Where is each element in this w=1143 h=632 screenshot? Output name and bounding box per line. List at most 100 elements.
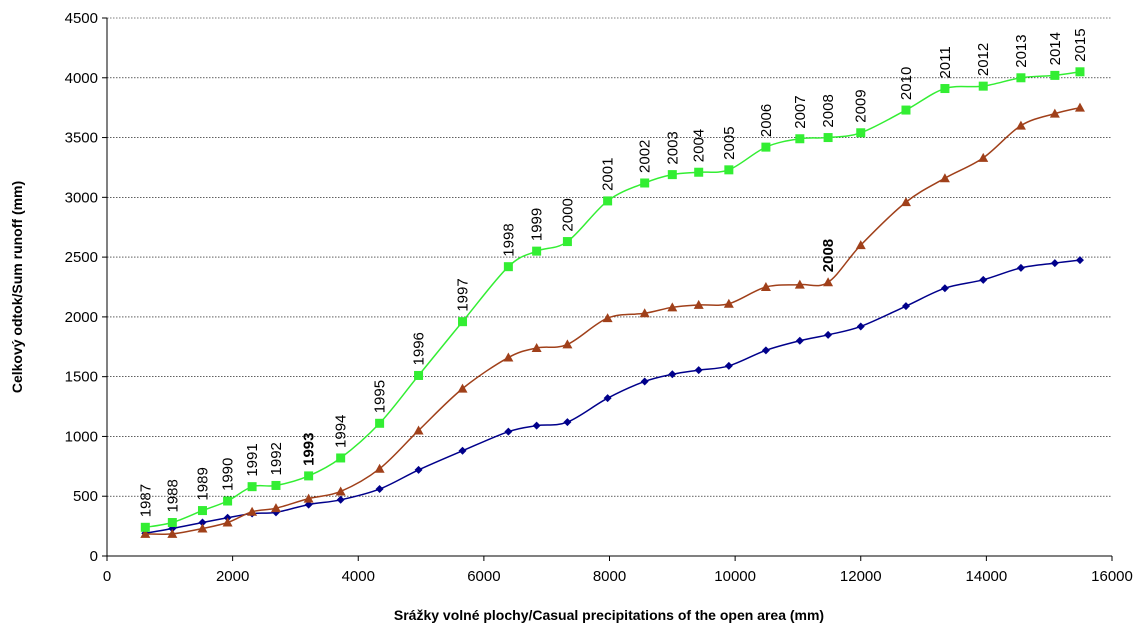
data-point — [603, 394, 612, 403]
data-point — [823, 277, 834, 287]
data-point — [795, 134, 805, 144]
data-point — [694, 167, 704, 177]
x-tick-label: 4000 — [342, 568, 375, 585]
x-tick-label: 16000 — [1091, 568, 1133, 585]
series-square — [140, 67, 1085, 532]
data-point — [667, 302, 678, 312]
year-label: 2001 — [600, 158, 617, 191]
data-point — [856, 128, 866, 138]
data-point — [901, 302, 910, 311]
data-point — [724, 165, 734, 175]
year-label: 2007 — [792, 95, 809, 128]
y-tick-label: 2500 — [65, 249, 98, 266]
data-point — [198, 518, 207, 527]
data-point — [563, 418, 572, 427]
data-point — [761, 142, 771, 152]
data-point — [1074, 102, 1085, 112]
year-label: 2002 — [637, 140, 654, 173]
y-tick-label: 2000 — [65, 309, 98, 326]
x-tick-label: 2000 — [216, 568, 249, 585]
y-tick-label: 1500 — [65, 369, 98, 386]
data-point — [603, 196, 613, 206]
y-tick-label: 500 — [73, 488, 98, 505]
data-point — [247, 482, 257, 492]
data-point — [458, 317, 468, 327]
data-point — [335, 486, 346, 496]
data-point — [197, 523, 208, 533]
data-point — [723, 298, 734, 308]
data-point — [562, 237, 572, 247]
year-label: 1992 — [268, 442, 285, 475]
data-point — [640, 377, 649, 386]
series-triangle — [140, 102, 1085, 538]
axes: 0 500 1000 1500 2000 2500 3000 3500 4000 4500 0 200… — [65, 10, 1133, 585]
year-label: 1998 — [500, 223, 517, 256]
y-axis-title: Celkový odtok/Sum runoff (mm) — [9, 181, 25, 393]
y-tick-label: 0 — [90, 548, 98, 565]
year-label: 1995 — [372, 380, 389, 413]
data-point — [303, 493, 314, 503]
year-label: 2000 — [559, 198, 576, 231]
x-axis-title: Srážky volné plochy/Casual precipitation… — [394, 607, 824, 623]
year-label: 2015 — [1072, 28, 1089, 61]
data-point — [562, 339, 573, 349]
year-label: 2003 — [664, 131, 681, 164]
data-point — [503, 262, 513, 272]
data-point — [1049, 108, 1060, 118]
data-point — [336, 453, 346, 463]
data-point — [940, 84, 950, 94]
x-tick-label: 8000 — [593, 568, 626, 585]
data-point — [167, 518, 177, 528]
year-label: 2014 — [1047, 32, 1064, 65]
data-point — [639, 308, 650, 318]
data-point — [140, 522, 150, 532]
data-point — [1075, 67, 1085, 77]
year-label: 1996 — [411, 332, 428, 365]
data-point — [855, 240, 866, 250]
year-label: 2004 — [691, 129, 708, 162]
series-diamond — [141, 256, 1084, 538]
data-point — [374, 463, 385, 473]
y-tick-label: 3000 — [65, 189, 98, 206]
series-line — [145, 259, 1081, 535]
year-label: 1997 — [455, 278, 472, 311]
data-point — [1050, 259, 1059, 268]
year-label: 1988 — [164, 479, 181, 512]
x-tick-label: 10000 — [714, 568, 756, 585]
data-point — [504, 427, 513, 436]
year-label: 1990 — [220, 458, 237, 491]
data-point — [503, 352, 514, 362]
y-tick-label: 4000 — [65, 70, 98, 87]
data-point — [375, 418, 385, 428]
data-point — [531, 342, 542, 352]
data-point — [979, 275, 988, 284]
year-label: 1991 — [244, 443, 261, 476]
data-point — [1050, 70, 1060, 80]
data-point — [197, 506, 207, 516]
x-tick-label: 6000 — [467, 568, 500, 585]
data-point — [458, 446, 467, 455]
y-tick-label: 1000 — [65, 428, 98, 445]
data-point — [978, 81, 988, 91]
data-point — [761, 346, 770, 355]
year-label: 1993 — [301, 433, 318, 466]
data-point — [1015, 120, 1026, 130]
year-label: 2008 — [820, 239, 837, 272]
data-point — [270, 503, 281, 513]
year-label: 2006 — [758, 104, 775, 137]
data-point — [693, 299, 704, 309]
year-label: 2012 — [975, 43, 992, 76]
data-point — [375, 485, 384, 494]
data-point — [602, 313, 613, 323]
data-point — [795, 336, 804, 345]
data-point — [247, 506, 258, 516]
x-tick-label: 12000 — [840, 568, 882, 585]
data-point — [824, 330, 833, 339]
year-label: 1994 — [333, 415, 350, 448]
year-label: 2013 — [1013, 34, 1030, 67]
year-label: 2005 — [721, 126, 738, 159]
data-point — [760, 282, 771, 291]
series-line — [145, 71, 1081, 529]
data-point — [724, 361, 733, 370]
